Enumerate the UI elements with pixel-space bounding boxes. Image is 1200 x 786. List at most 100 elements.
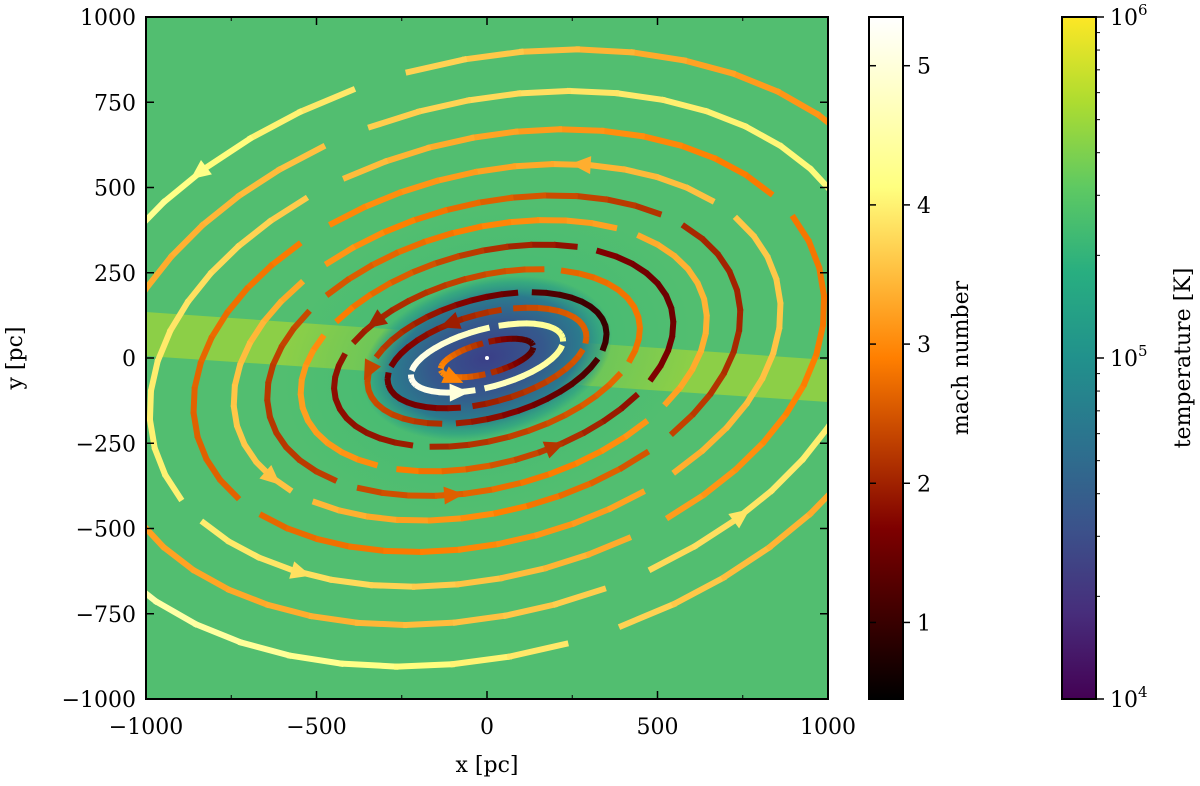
streamline-segment	[522, 384, 538, 396]
streamline-segment	[662, 384, 684, 408]
streamline-segment	[631, 305, 642, 319]
y-tick-label: 1000	[80, 6, 136, 31]
streamline-segment	[388, 269, 415, 287]
streamline-segment	[759, 351, 777, 381]
streamline-segment	[921, 279, 922, 322]
streamline-segment	[278, 326, 297, 349]
streamline-segment	[468, 327, 481, 336]
streamline-segment	[454, 297, 473, 309]
streamline-segment	[647, 542, 698, 573]
streamline-segment	[742, 123, 784, 150]
streamline-segment	[677, 367, 696, 390]
streamline-segment	[730, 70, 782, 96]
streamline-segment	[732, 439, 767, 474]
streamline-segment	[544, 372, 559, 385]
streamline-segment	[606, 370, 624, 388]
streamline-segment	[557, 479, 594, 499]
streamline-segment	[581, 418, 606, 436]
streamline-segment	[564, 310, 576, 320]
streamline-segment	[411, 359, 420, 369]
streamline-segment	[442, 356, 450, 364]
streamline-segment	[203, 456, 224, 483]
streamline-segment	[52, 434, 59, 475]
streamline-segment	[566, 87, 620, 97]
streamline-segment	[545, 388, 563, 402]
streamline-segment	[146, 389, 154, 422]
streamline-segment	[390, 411, 405, 422]
streamline-segment	[166, 298, 192, 334]
streamline-segment	[606, 488, 646, 513]
streamline-segment	[457, 540, 500, 553]
streamline	[384, 304, 590, 412]
streamline-segment	[663, 293, 675, 310]
streamline-segment	[489, 456, 517, 469]
streamline-segment	[576, 319, 586, 329]
streamline-segment	[514, 126, 563, 135]
streamline-segment	[399, 344, 412, 356]
streamline-segment	[529, 342, 536, 347]
streamline-segment	[224, 285, 251, 316]
streamline-segment	[448, 441, 471, 450]
streamline-segment	[431, 388, 440, 396]
streamline-segment	[622, 166, 659, 181]
streamline-segment	[732, 214, 757, 239]
streamline-segment	[424, 386, 433, 395]
streamline-segment	[529, 346, 537, 351]
streamline-segment	[579, 298, 593, 310]
streamline-segment	[104, 357, 112, 395]
temperature-colorbar-label: temperature [K]	[1171, 268, 1196, 449]
streamline-segment	[396, 516, 431, 524]
streamline-segment	[678, 142, 718, 162]
streamline-segment	[635, 326, 643, 340]
streamline-segment	[469, 342, 478, 350]
x-tick-label: −1000	[109, 715, 183, 740]
streamline-segment	[689, 391, 714, 418]
streamline-segment	[265, 363, 277, 385]
streamline-segment	[297, 393, 306, 409]
streamline-segment	[813, 323, 827, 357]
streamline-segment	[365, 513, 400, 524]
streamline-segment	[616, 287, 630, 301]
streamline-segment	[559, 429, 586, 447]
streamline-segment	[592, 274, 609, 287]
streamline-segment	[93, 543, 123, 576]
streamline-segment	[467, 438, 491, 448]
streamline-segment	[512, 359, 521, 368]
streamline-segment	[286, 652, 345, 667]
streamline-segment	[192, 620, 244, 646]
streamline-segment	[403, 619, 458, 629]
streamline-segment	[408, 376, 416, 384]
streamline-segment	[617, 448, 651, 472]
streamline-segment	[354, 619, 408, 629]
streamline-segment	[558, 291, 573, 301]
streamline-segment	[712, 155, 749, 179]
streamline-segment	[516, 87, 571, 97]
streamline-segment	[520, 336, 526, 343]
streamline-segment	[438, 362, 446, 368]
streamline-segment	[720, 349, 737, 376]
y-tick-label: −750	[76, 603, 136, 628]
streamline-segment	[462, 486, 495, 497]
streamline-segment	[570, 354, 581, 366]
streamline-segment	[799, 423, 828, 463]
streamline-segment	[439, 302, 458, 314]
streamline-segment	[457, 247, 485, 260]
streamline-segment	[449, 653, 513, 668]
streamline-segment	[689, 349, 704, 372]
streamline-segment	[487, 433, 511, 445]
temperature-colorbar	[1061, 16, 1097, 700]
streamline-segment	[190, 386, 198, 414]
streamline-segment	[776, 302, 784, 330]
streamline-segment	[53, 395, 54, 438]
streamline-segment	[632, 202, 663, 218]
streamline-segment	[426, 420, 443, 427]
streamline-segment	[398, 396, 410, 406]
streamline-segment	[742, 171, 775, 198]
streamline-segment	[447, 404, 461, 412]
streamline-arrow	[449, 383, 470, 402]
streamline-segment	[558, 126, 605, 134]
streamline-segment	[190, 411, 201, 438]
streamline-segment	[305, 418, 320, 435]
streamline-segment	[378, 435, 397, 446]
streamline-segment	[595, 247, 618, 260]
